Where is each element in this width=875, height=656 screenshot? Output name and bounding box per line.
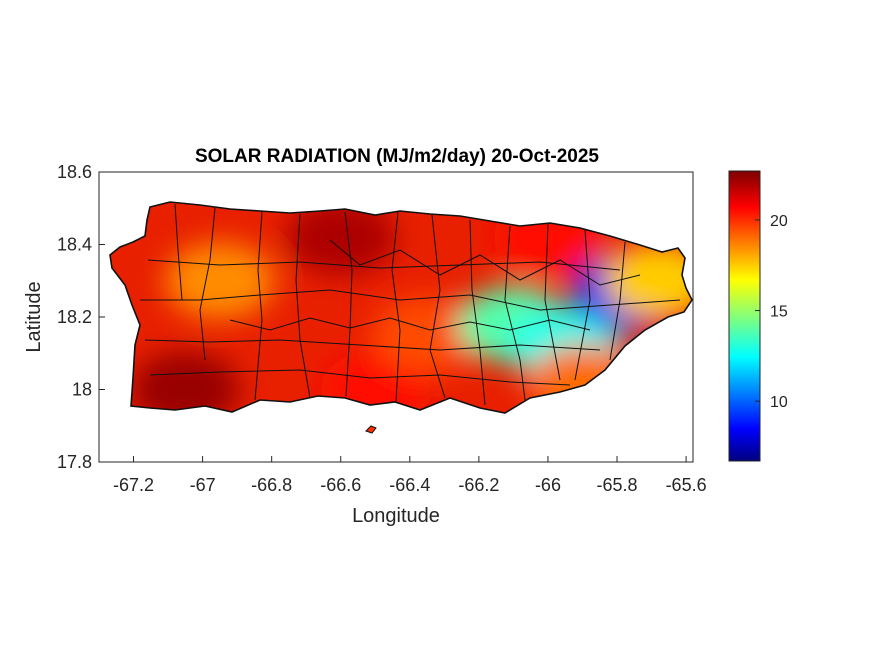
municipal-boundary [295, 213, 311, 399]
y-axis-title: Latitude [23, 281, 45, 352]
y-tick-label: 18.2 [57, 307, 92, 327]
y-tick-label: 18.6 [57, 162, 92, 182]
municipal-boundary [174, 203, 183, 301]
x-tick-label: -67.2 [113, 475, 154, 495]
island-outline [109, 201, 693, 414]
x-tick-label: -66.6 [320, 475, 361, 495]
municipal-boundary [344, 211, 353, 397]
municipal-boundary [574, 229, 591, 381]
municipal-boundary [544, 223, 561, 381]
x-tick-label: -66.4 [389, 475, 430, 495]
municipal-boundary [229, 317, 591, 331]
y-tick-label: 17.8 [57, 452, 92, 472]
colorbar-tick-label: 20 [770, 213, 788, 230]
heat-region-north-central [285, 202, 396, 276]
plot-title: SOLAR RADIATION (MJ/m2/day) 20-Oct-2025 [195, 146, 599, 167]
municipal-boundary [144, 339, 601, 351]
x-tick-label: -67 [190, 475, 216, 495]
colorbar [728, 170, 761, 462]
colorbar-ticks: 10 15 20 [755, 213, 788, 411]
y-axis: 17.8 18 18.2 18.4 18.6 [57, 162, 105, 472]
heat-region-far-east [603, 242, 692, 319]
x-tick-label: -65.8 [597, 475, 638, 495]
municipal-boundary [329, 239, 641, 286]
x-tick-label: -65.6 [666, 475, 707, 495]
municipal-boundary [147, 259, 621, 271]
x-tick-label: -66.2 [458, 475, 499, 495]
x-tick-label: -66.8 [251, 475, 292, 495]
y-tick-label: 18.4 [57, 235, 92, 255]
x-axis-title: Longitude [352, 505, 440, 527]
municipal-boundary [140, 289, 681, 311]
municipal-boundary [609, 241, 626, 361]
x-tick-label: -66 [535, 475, 561, 495]
municipal-boundary [149, 369, 571, 386]
municipal-boundary [391, 211, 401, 403]
colorbar-tick-label: 15 [770, 304, 788, 321]
municipal-boundary [429, 214, 446, 399]
heat-region-central [372, 297, 483, 374]
caja-de-muerto-islet [365, 425, 377, 434]
colorbar-tick-label: 10 [770, 394, 788, 411]
y-tick-label: 18 [72, 380, 92, 400]
x-axis: -67.2 -67 -66.8 -66.6 -66.4 -66.2 -66 -65.8 -65.… [113, 456, 707, 495]
municipal-boundary [469, 219, 486, 406]
municipal-boundary [199, 207, 216, 361]
municipal-boundaries [140, 203, 681, 406]
